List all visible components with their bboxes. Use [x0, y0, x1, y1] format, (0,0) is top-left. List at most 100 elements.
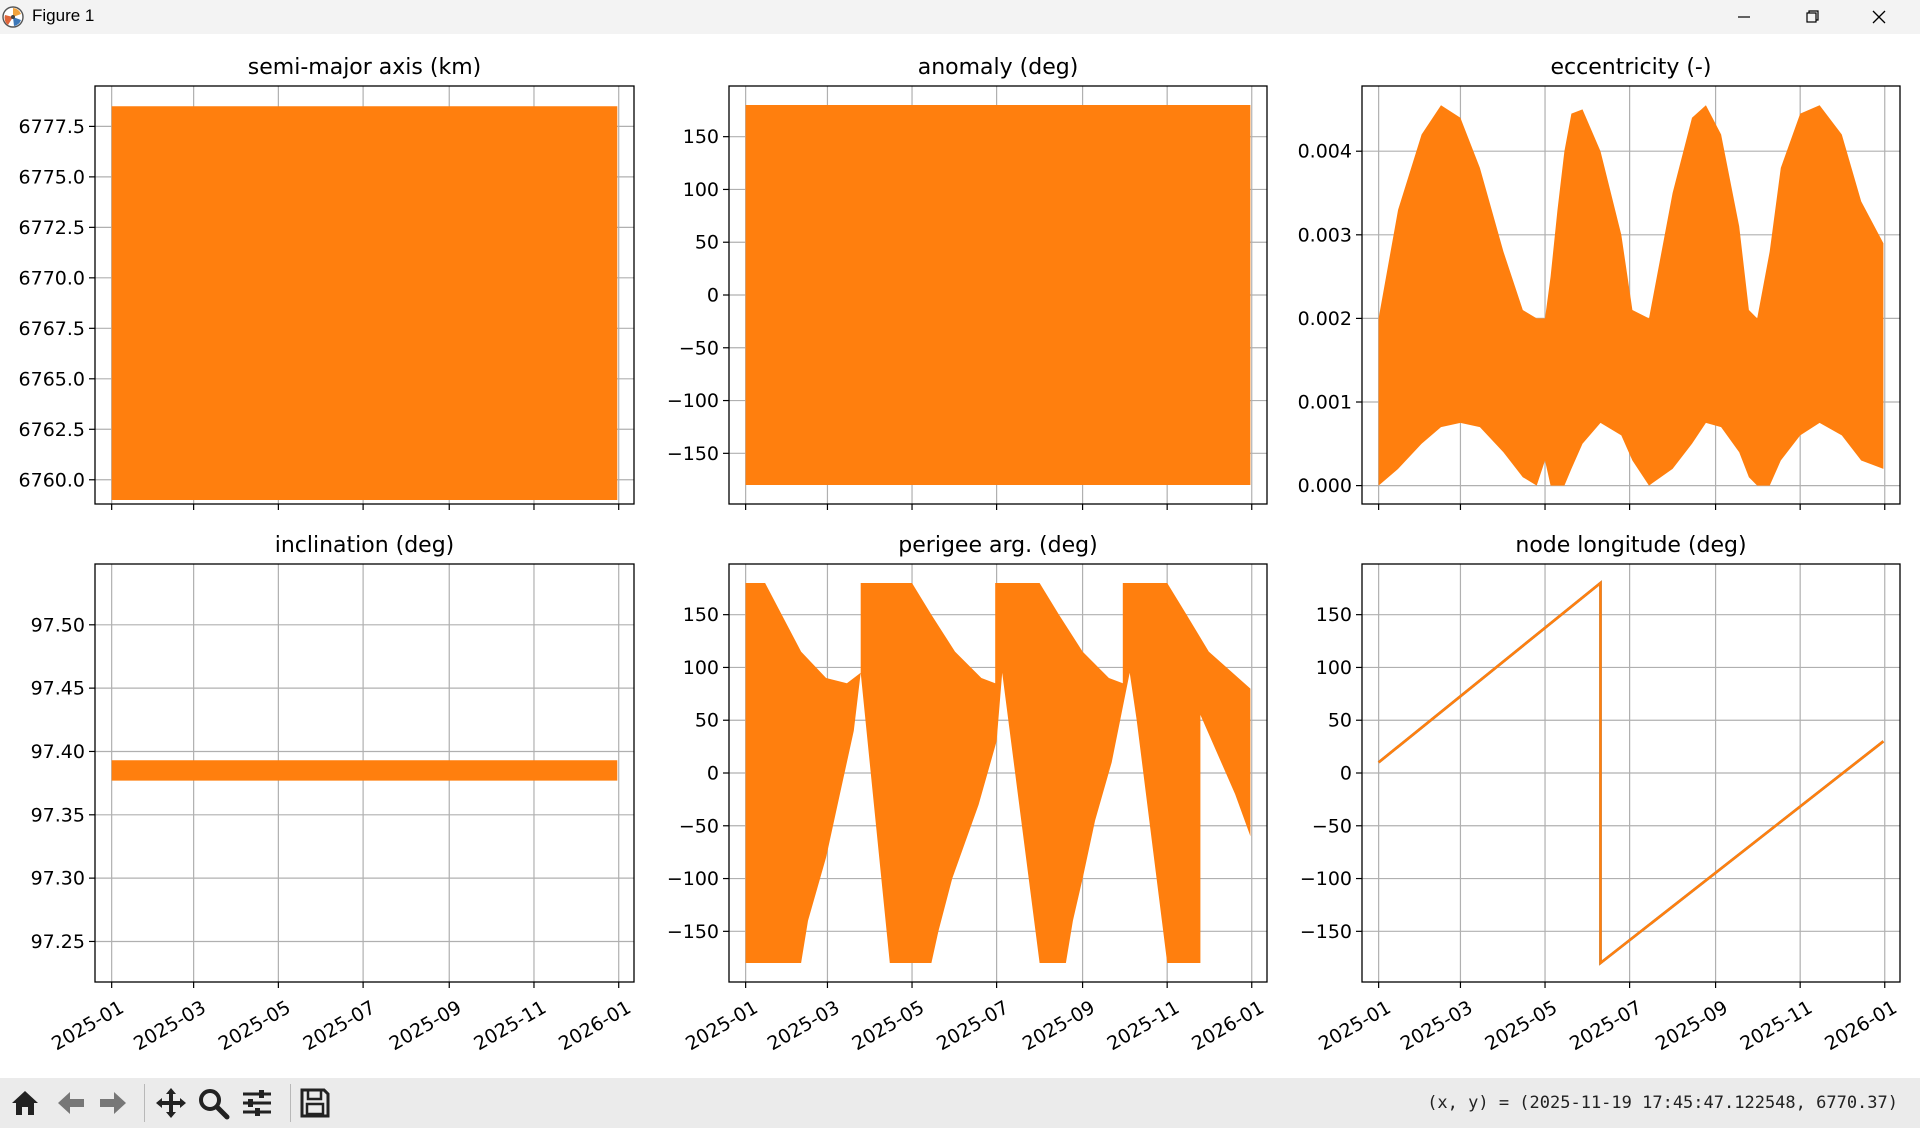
series-1-line	[1377, 580, 1885, 966]
pan-icon[interactable]	[154, 1086, 188, 1120]
data-layer	[745, 583, 1251, 963]
y-tick-label: 6775.0	[19, 166, 85, 188]
title-bar: Figure 1	[0, 0, 1920, 34]
data-layer	[111, 106, 618, 500]
ticks	[723, 614, 1253, 988]
y-tick-label: 97.45	[31, 678, 85, 700]
series-0-band	[111, 106, 618, 500]
y-tick-label: 97.25	[31, 931, 85, 953]
subplot-title: semi-major axis (km)	[248, 55, 481, 80]
data-layer	[745, 105, 1251, 485]
y-tick-label: 50	[695, 710, 719, 732]
toolbar-separator	[144, 1084, 145, 1122]
y-tick-label: 97.40	[31, 741, 85, 763]
subplot-0: 6760.0 6762.5 6765.0 6767.5 6770.0 6772.5 6775…	[19, 55, 635, 510]
back-icon[interactable]	[54, 1086, 88, 1120]
series-1-band	[111, 760, 618, 781]
navigation-toolbar: (x, y) = (2025-11-19 17:45:47.122548, 67…	[0, 1078, 1920, 1128]
y-tick-label: 150	[1316, 604, 1352, 626]
axes-frame	[94, 563, 635, 983]
y-tick-label: 50	[1328, 710, 1352, 732]
data-layer	[111, 760, 618, 781]
y-tick-label: 0	[707, 763, 719, 785]
y-tick-label: 0.002	[1298, 308, 1352, 330]
subplot-1: −150 −100 −50 0 50 100 150 anomaly (deg)	[667, 55, 1268, 510]
forward-icon[interactable]	[96, 1086, 130, 1120]
close-icon[interactable]	[1846, 0, 1914, 34]
subplot-2: 0.000 0.001 0.002 0.003 0.004 eccentricity (-…	[1298, 55, 1901, 510]
restore-icon[interactable]	[1778, 0, 1846, 34]
subplot-title: node longitude (deg)	[1515, 533, 1746, 558]
y-tick-label: 6772.5	[19, 217, 85, 239]
subplot-title: eccentricity (-)	[1551, 55, 1712, 80]
grid	[1362, 564, 1900, 982]
y-tick-label: −150	[667, 921, 719, 943]
y-tick-label: 6770.0	[19, 267, 85, 289]
y-tick-label: 0.000	[1298, 475, 1352, 497]
series-0-band	[745, 105, 1251, 485]
figure-canvas[interactable]: 6760.0 6762.5 6765.0 6767.5 6770.0 6772.5 6775…	[0, 34, 1920, 1078]
subplot-title: perigee arg. (deg)	[898, 533, 1097, 558]
y-tick-label: 97.35	[31, 804, 85, 826]
y-tick-label: 0.001	[1298, 392, 1352, 414]
zoom-icon[interactable]	[196, 1086, 230, 1120]
axes-frame	[1361, 85, 1901, 505]
y-tick-label: 6762.5	[19, 419, 85, 441]
axes-frame	[94, 85, 635, 505]
y-tick-label: −50	[679, 815, 719, 837]
ticks	[89, 624, 620, 988]
x-tick-label: 2025-03	[1397, 996, 1477, 1055]
save-icon[interactable]	[298, 1086, 332, 1120]
ticks	[723, 136, 1253, 510]
x-tick-label: 2025-03	[764, 996, 844, 1055]
cursor-coordinates: (x, y) = (2025-11-19 17:45:47.122548, 67…	[1427, 1093, 1898, 1113]
data-layer	[1378, 105, 1884, 486]
x-tick-label: 2025-11	[1737, 996, 1817, 1055]
ticks	[89, 125, 620, 510]
x-tick-label: 2025-01	[1315, 996, 1395, 1055]
y-tick-label: −100	[667, 868, 719, 890]
ticks	[1356, 614, 1886, 988]
x-tick-label: 2025-07	[1566, 996, 1646, 1055]
x-tick-label: 2026-01	[1821, 996, 1901, 1055]
y-tick-label: −100	[667, 390, 719, 412]
matplotlib-logo-icon	[2, 6, 24, 28]
x-tick-label: 2026-01	[555, 996, 635, 1055]
y-tick-label: 6765.0	[19, 368, 85, 390]
x-tick-label: 2025-05	[215, 996, 295, 1055]
y-tick-label: 6777.5	[19, 116, 85, 138]
y-tick-label: 6767.5	[19, 318, 85, 340]
y-tick-label: −150	[667, 443, 719, 465]
y-tick-label: 100	[683, 657, 719, 679]
x-tick-label: 2025-09	[386, 996, 466, 1055]
x-tick-label: 2025-07	[299, 996, 379, 1055]
home-icon[interactable]	[8, 1086, 42, 1120]
series-0-band	[1378, 105, 1884, 486]
y-tick-label: 0	[1340, 763, 1352, 785]
x-tick-label: 2025-11	[470, 996, 550, 1055]
x-tick-label: 2025-09	[1652, 996, 1732, 1055]
y-tick-label: 100	[683, 179, 719, 201]
y-tick-label: 0	[707, 285, 719, 307]
x-tick-label: 2025-07	[933, 996, 1013, 1055]
y-tick-label: 0.004	[1298, 141, 1352, 163]
y-tick-label: −100	[1300, 868, 1352, 890]
x-tick-label: 2025-09	[1019, 996, 1099, 1055]
toolbar-separator	[290, 1084, 291, 1122]
x-tick-label: 2025-05	[1481, 996, 1561, 1055]
x-tick-label: 2025-01	[682, 996, 762, 1055]
configure-subplots-icon[interactable]	[240, 1086, 274, 1120]
y-tick-label: 97.50	[31, 614, 85, 636]
x-tick-label: 2026-01	[1188, 996, 1268, 1055]
y-tick-label: 0.003	[1298, 224, 1352, 246]
x-tick-label: 2025-01	[48, 996, 128, 1055]
ticks	[1356, 150, 1886, 510]
window-title: Figure 1	[32, 6, 95, 25]
y-tick-label: −150	[1300, 921, 1352, 943]
y-tick-label: 100	[1316, 657, 1352, 679]
subplot-title: inclination (deg)	[275, 533, 455, 558]
minimize-icon[interactable]	[1710, 0, 1778, 34]
